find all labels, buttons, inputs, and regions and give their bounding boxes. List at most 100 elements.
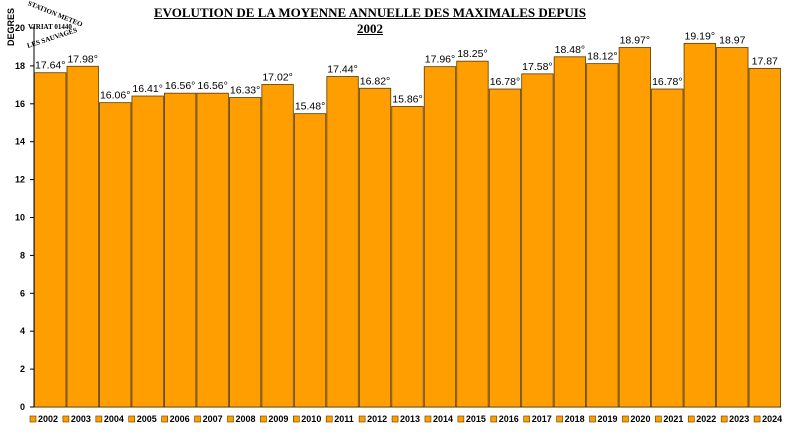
- bar: [131, 95, 164, 408]
- legend-swatch: [325, 415, 333, 423]
- legend-swatch: [161, 415, 168, 423]
- data-label: 16.41°: [132, 83, 162, 95]
- legend-label: 2005: [137, 414, 157, 424]
- legend-label: 2003: [71, 414, 91, 424]
- y-tick-label: 20: [15, 23, 25, 33]
- y-tick-label: 0: [20, 402, 25, 412]
- bar: [326, 76, 359, 408]
- legend-label: 2020: [630, 414, 650, 424]
- data-label: 16.06°: [100, 90, 130, 102]
- legend-label: 2010: [301, 414, 321, 424]
- bar: [553, 56, 587, 408]
- bar: [293, 113, 327, 408]
- legend-swatch: [293, 415, 300, 423]
- legend-swatch: [391, 415, 399, 423]
- legend-swatch: [227, 415, 234, 423]
- legend-swatch: [490, 415, 498, 423]
- bar: [99, 102, 132, 408]
- y-tick-label: 18: [15, 61, 25, 71]
- legend-swatch: [523, 415, 530, 423]
- legend-label: 2004: [104, 414, 124, 424]
- legend-label: 2019: [598, 414, 618, 424]
- bar: [34, 72, 67, 408]
- legend-swatch: [753, 415, 761, 423]
- bar: [391, 106, 424, 408]
- bar: [196, 92, 229, 408]
- bar: [423, 66, 457, 408]
- data-label: 17.96°: [425, 54, 455, 66]
- legend-swatch: [424, 415, 432, 423]
- legend-label: 2009: [268, 414, 288, 424]
- bar: [748, 67, 781, 408]
- bar: [618, 47, 651, 408]
- chart-title: EVOLUTION DE LA MOYENNE ANNUELLE DES MAX…: [153, 5, 587, 36]
- data-label: 16.78°: [652, 76, 682, 88]
- y-tick-label: 14: [15, 137, 25, 147]
- bar: [66, 65, 99, 408]
- data-label: 19.19°: [685, 30, 715, 42]
- y-tick-label: 10: [15, 213, 25, 223]
- data-label: 18.12°: [587, 51, 617, 63]
- legend-swatch: [29, 415, 37, 423]
- legend-swatch: [720, 415, 728, 423]
- legend-label: 2002: [38, 414, 58, 424]
- data-label: 18.97°: [620, 35, 650, 47]
- bar: [683, 42, 716, 408]
- legend-label: 2013: [400, 414, 420, 424]
- data-label: 15.48°: [295, 101, 325, 113]
- legend-swatch: [194, 415, 201, 423]
- y-tick-label: 16: [15, 99, 25, 109]
- legend-swatch: [260, 415, 267, 423]
- data-label: 17.87: [752, 55, 778, 67]
- legend-label: 2008: [235, 414, 255, 424]
- data-label: 16.56°: [165, 80, 195, 92]
- legend-label: 2023: [729, 414, 749, 424]
- legend-swatch: [687, 415, 695, 423]
- y-tick-label: 4: [20, 326, 25, 336]
- legend-label: 2012: [367, 414, 387, 424]
- data-label: 17.02°: [262, 71, 292, 83]
- data-label: 18.48°: [555, 44, 585, 56]
- legend-label: 2018: [565, 414, 585, 424]
- data-label: 17.98°: [67, 53, 97, 65]
- bar: [651, 88, 684, 408]
- data-label: 17.64°: [35, 60, 65, 72]
- legend-swatch: [128, 415, 136, 423]
- bar: [164, 92, 197, 408]
- legend-swatch: [622, 415, 629, 423]
- y-tick-label: 6: [20, 288, 25, 298]
- legend-swatch: [556, 415, 563, 423]
- bar: [716, 47, 749, 408]
- y-tick-label: 2: [20, 364, 25, 374]
- legend-label: 2021: [663, 414, 683, 424]
- legend-swatch: [589, 415, 596, 423]
- bar: [228, 97, 262, 408]
- legend-swatch: [95, 415, 103, 423]
- bar: [488, 88, 522, 408]
- legend-swatch: [655, 415, 662, 423]
- station-stamp-logo: STATION METEO VIRIAT 01440 LES SAUVAGES: [22, 0, 84, 50]
- data-label: 16.82°: [360, 75, 390, 87]
- data-label: 17.58°: [522, 61, 552, 73]
- data-label: 18.97: [719, 35, 745, 47]
- legend-label: 2016: [499, 414, 519, 424]
- y-tick-label: 8: [20, 250, 25, 260]
- data-label: 16.78°: [490, 76, 520, 88]
- legend-label: 2007: [203, 414, 223, 424]
- legend-label: 2015: [466, 414, 486, 424]
- legend-label: 2014: [433, 414, 453, 424]
- bar: [456, 60, 489, 408]
- bar: [586, 63, 619, 408]
- stamp-line-2: VIRIAT 01440: [28, 23, 72, 31]
- bar: [261, 84, 294, 408]
- legend-label: 2024: [762, 414, 782, 424]
- data-label: 18.25°: [457, 48, 487, 60]
- legend-label: 2011: [334, 414, 354, 424]
- legend-swatch: [457, 415, 465, 423]
- legend-label: 2022: [696, 414, 716, 424]
- legend-label: 2017: [532, 414, 552, 424]
- bar: [521, 73, 554, 408]
- data-label: 16.56°: [197, 80, 227, 92]
